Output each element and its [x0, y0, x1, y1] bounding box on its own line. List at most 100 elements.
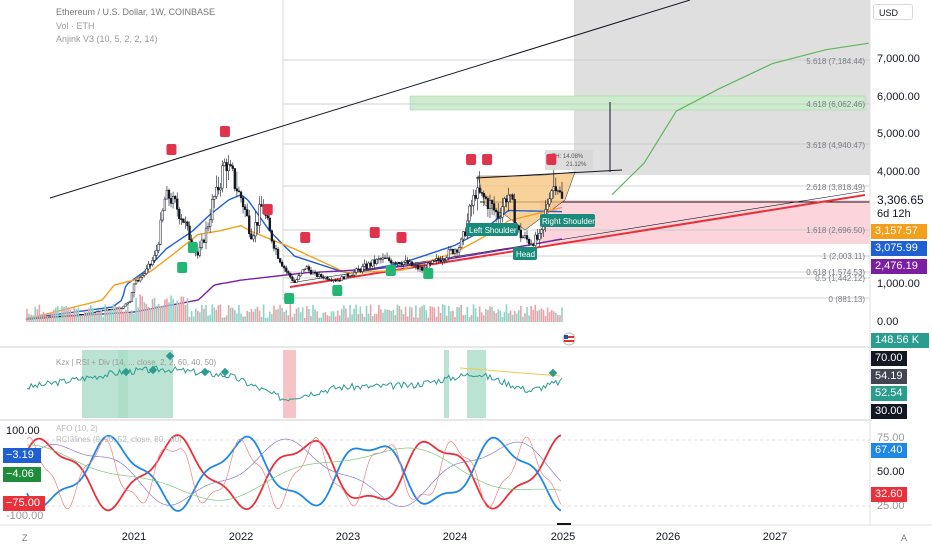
candle-body: [237, 190, 241, 193]
volume-bar: [505, 304, 508, 322]
volume-bar: [73, 307, 76, 322]
volume-bar: [338, 315, 341, 322]
candle-body: [48, 316, 51, 318]
volume-bar: [435, 316, 438, 322]
candle-body: [363, 263, 366, 267]
volume-bar: [493, 311, 495, 322]
volume-bar: [306, 306, 308, 322]
volume-bar: [402, 314, 405, 322]
candle-body: [248, 215, 251, 235]
head-label: Head: [516, 250, 535, 259]
volume-bar: [283, 312, 286, 322]
candle-body: [141, 275, 144, 278]
head-badge: [513, 247, 537, 260]
green-target-zone: [409, 95, 866, 111]
afo-blue-tag: −3.19: [3, 448, 41, 463]
candle-body: [507, 194, 510, 203]
time-tick: 2024: [443, 531, 467, 543]
candle-body: [344, 273, 348, 280]
volume-bar: [81, 314, 84, 322]
volume-bar: [65, 306, 67, 322]
candle-body: [246, 209, 249, 217]
volume-bar: [441, 304, 444, 322]
candle-body: [221, 165, 224, 189]
currency-button[interactable]: USD: [873, 4, 913, 20]
sell-signal-marker: [262, 204, 273, 215]
volume-bar: [478, 306, 481, 322]
candle-body: [348, 275, 352, 277]
volume-legend[interactable]: Vol · ETH: [56, 21, 95, 31]
volume-bar: [279, 304, 281, 322]
candle-body: [377, 258, 381, 260]
candle-body: [254, 222, 257, 237]
volume-bar: [445, 315, 448, 322]
volume-bar: [499, 310, 502, 322]
rci-legend[interactable]: RCI3lines (9, 26, 52, close, 80, -80): [56, 435, 182, 444]
volume-bar: [369, 304, 372, 322]
volume-bar: [188, 316, 191, 322]
candle-body: [353, 271, 356, 276]
candle-body: [79, 314, 82, 316]
candle-body: [252, 235, 255, 240]
candle-body: [437, 258, 440, 261]
volume-bar: [50, 311, 53, 322]
volume-bar: [343, 305, 345, 322]
bar-countdown: 6d 12h: [877, 208, 911, 220]
candle-body: [122, 305, 125, 309]
volume-bar: [55, 307, 57, 322]
candle-body: [350, 274, 354, 277]
candle-body: [307, 266, 311, 271]
volume-bar: [460, 304, 462, 322]
volume-bar: [336, 310, 339, 322]
auto-scale-toggle[interactable]: A: [901, 533, 908, 543]
volume-bar: [157, 303, 160, 322]
candle-body: [176, 198, 179, 210]
candle-body: [480, 192, 483, 194]
volume-bar: [443, 305, 446, 322]
symbol-legend[interactable]: Ethereum / U.S. Dollar, 1W, COINBASE: [56, 7, 216, 17]
indicator-legend[interactable]: Anjink V3 (10, 5, 2, 2, 14): [56, 34, 158, 44]
volume-bar: [34, 306, 37, 322]
osc-right-tick: 50.00: [877, 466, 905, 478]
candle-body: [315, 272, 319, 277]
volume-bar: [413, 317, 415, 322]
volume-bar: [365, 305, 368, 322]
candle-body: [151, 260, 154, 265]
candle-body: [402, 261, 405, 265]
ath-label-2: 21.12%: [566, 162, 587, 168]
candle-body: [274, 248, 278, 250]
candle-body: [328, 279, 331, 281]
candle-body: [303, 268, 306, 271]
volume-bar: [544, 315, 547, 322]
afo-legend[interactable]: AFO (10, 2): [56, 424, 98, 433]
sell-signal-marker: [300, 232, 311, 243]
rsi-signal-tag: 52.54: [871, 386, 907, 401]
volume-bar: [367, 313, 370, 322]
candle-body: [525, 235, 529, 240]
volume-bar: [507, 313, 510, 322]
volume-bar: [392, 309, 395, 322]
volume-bar: [194, 308, 197, 322]
rsi-legend[interactable]: Kzx | RSI + Div (14, ... close, 2, 2, 60…: [56, 358, 217, 367]
candle-body: [297, 275, 300, 281]
volume-bar: [71, 313, 74, 322]
volume-bar: [147, 307, 150, 322]
timezone-toggle[interactable]: Z: [22, 533, 28, 543]
afo-green-tag: −4.06: [3, 467, 41, 482]
candle-body: [332, 279, 335, 282]
volume-bar: [102, 316, 104, 322]
candle-body: [431, 260, 434, 264]
volume-bar: [359, 306, 362, 322]
candle-body: [169, 198, 173, 204]
buy-signal-marker: [385, 265, 396, 276]
left-shoulder-label: Left Shoulder: [469, 226, 517, 235]
candle-body: [155, 250, 158, 256]
volume-bar: [277, 309, 279, 322]
volume-bar: [205, 305, 207, 322]
volume-bar: [124, 309, 127, 322]
candle-body: [180, 218, 183, 220]
current-date-marker: [557, 523, 571, 525]
rsi-divergence-marker: [148, 365, 158, 375]
flag-icon-canton: [564, 335, 568, 339]
